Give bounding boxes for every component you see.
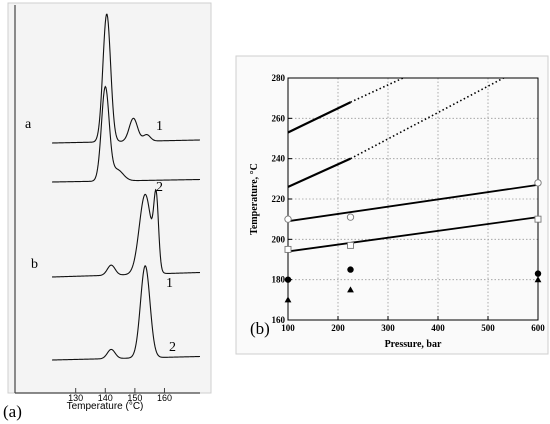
- panel-b-marker-filled-circle: [284, 276, 292, 283]
- panel-b-y-tick-label: 180: [272, 275, 286, 285]
- panel-b-y-tick-label: 200: [272, 234, 286, 244]
- panel-b-x-tick-label: 500: [481, 323, 495, 333]
- panel-b-y-tick-label: 280: [272, 73, 286, 83]
- panel-b-x-tick-label: 400: [431, 323, 445, 333]
- panel-b-marker-filled-triangle: [347, 286, 354, 293]
- panel-a-curve-b1: [51, 188, 201, 278]
- panel-b-x-tick-label: 200: [331, 323, 345, 333]
- panel-b-background: [235, 55, 549, 355]
- panel-a-x-tick-label: 140: [98, 393, 113, 403]
- panel-b-marker-open-circle: [284, 215, 292, 223]
- panel-a-curve-a1: [51, 13, 201, 144]
- panel-b-line-solid: [288, 183, 538, 223]
- panel-a-x-tick-label: 130: [68, 393, 83, 403]
- panel-b-y-axis-label: Temperature, °C: [249, 163, 260, 235]
- panel-b-marker-open-circle: [534, 179, 542, 187]
- panel-b-line-solid: [288, 216, 538, 253]
- panel-a-series-label: 2: [156, 180, 163, 195]
- panel-a-x-tick-label: 160: [157, 393, 172, 403]
- panel-b-y-tick-label: 260: [272, 113, 286, 123]
- panel-b-marker-filled-triangle: [284, 296, 292, 303]
- panel-b-y-tick-label: 220: [272, 194, 286, 204]
- panel-a-x-tick-label: 150: [127, 393, 142, 403]
- panel-a-curve-a2: [51, 85, 201, 183]
- panel-a-background: [7, 2, 212, 394]
- panel-a-series-label: 1: [166, 276, 173, 291]
- panel-b-marker-filled-circle: [534, 270, 542, 277]
- panel-a-series-label: 1: [156, 119, 163, 134]
- panel-b-marker-open-square: [534, 215, 542, 223]
- panel-b-x-tick-label: 600: [531, 323, 545, 333]
- panel-a-group-label: b: [31, 257, 38, 272]
- panel-a: 130 140 150 160 1 2 1 2 a b Temperature (°C) (a): [3, 2, 212, 421]
- panel-b-markers: [284, 179, 542, 303]
- panel-a-x-ticks: 130 140 150 160: [68, 388, 172, 403]
- panel-b: 100 200 300 400 500 600160180200220240260280 …: [235, 55, 549, 355]
- panel-b-line-solid: [288, 101, 351, 134]
- panel-a-x-axis-label: Temperature (°C): [67, 401, 144, 412]
- panel-b-lines: [288, 78, 538, 253]
- panel-a-series-label: 2: [169, 340, 176, 355]
- panel-a-group-label: a: [25, 117, 32, 132]
- panel-b-line-dotted: [350, 78, 405, 103]
- panel-b-x-tick-label: 300: [381, 323, 395, 333]
- panel-b-marker-open-square: [284, 245, 292, 253]
- panel-b-x-tick-label: 100: [281, 323, 295, 333]
- panel-b-marker-filled-triangle: [534, 276, 542, 283]
- panel-b-marker-open-square: [347, 241, 354, 249]
- panel-b-y-tick-label: 160: [272, 315, 286, 325]
- panel-a-labels: 1 2 1 2 a b: [25, 117, 176, 355]
- panel-b-ticks: 100 200 300 400 500 600 160 180 200 220 240 260 280: [272, 73, 546, 333]
- panel-b-marker-open-circle: [346, 213, 355, 221]
- panel-b-marker-filled-circle: [347, 266, 354, 273]
- panel-b-label: (b): [250, 319, 270, 338]
- panel-b-line-solid: [288, 157, 351, 188]
- panel-a-curves: [51, 13, 201, 361]
- panel-b-y-tick-label: 240: [272, 154, 286, 164]
- panel-a-curve-b2: [51, 265, 201, 361]
- panel-a-label: (a): [3, 402, 22, 421]
- panel-b-x-axis-label: Pressure, bar: [385, 339, 442, 350]
